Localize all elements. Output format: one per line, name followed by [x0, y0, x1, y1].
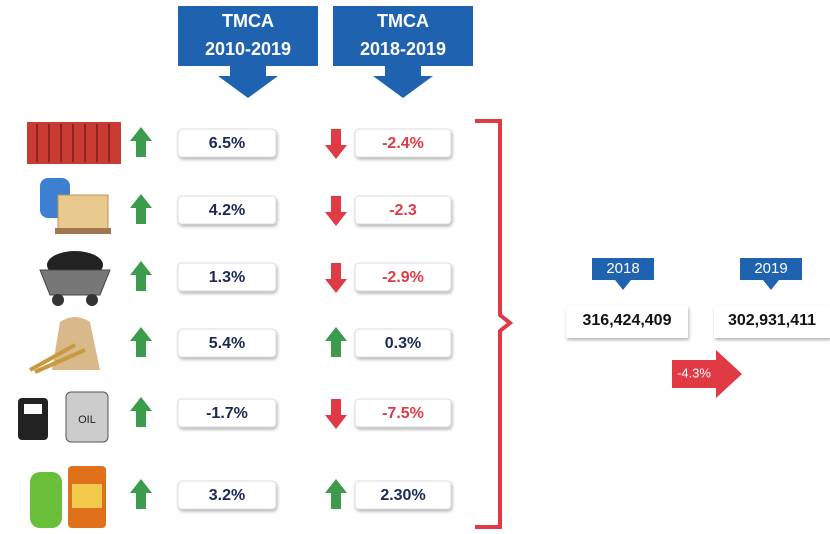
trend-arrow	[325, 196, 347, 226]
trend-arrow	[325, 263, 347, 293]
trend-arrow	[325, 129, 347, 159]
value-text: 2.30%	[380, 487, 425, 504]
trend-arrow	[130, 397, 152, 427]
container-icon	[27, 122, 121, 164]
total-text: 316,424,409	[583, 312, 672, 329]
year-text: 2018	[606, 260, 639, 277]
value-text: 0.3%	[385, 335, 421, 352]
value-text: -7.5%	[382, 405, 424, 422]
trend-arrow	[130, 479, 152, 509]
value-text: 5.4%	[209, 335, 245, 352]
value-text: -2.9%	[382, 269, 424, 286]
infographic: OIL TMCA 2010-2019 TMCA 2018-2019 6.5% -2.4% 4…	[0, 0, 830, 534]
trend-arrow	[130, 194, 152, 224]
value-text: -2.3	[389, 202, 417, 219]
value-text: 6.5%	[209, 135, 245, 152]
trend-arrow	[130, 327, 152, 357]
value-text: -2.4%	[382, 135, 424, 152]
oil-label: OIL	[78, 414, 96, 426]
trend-arrow	[130, 127, 152, 157]
goods-icon	[40, 178, 111, 234]
coal-cart-icon	[40, 251, 110, 306]
value-text: 1.3%	[209, 269, 245, 286]
total-text: 302,931,411	[728, 312, 816, 329]
trend-arrow	[130, 261, 152, 291]
header-text: TMCA	[222, 11, 274, 31]
bottles-icon	[30, 466, 106, 528]
trend-arrow	[325, 399, 347, 429]
trend-arrow	[325, 479, 347, 509]
fuel-icon: OIL	[18, 392, 108, 442]
header-text: TMCA	[377, 11, 429, 31]
grain-icon	[30, 317, 100, 372]
change-text: -4.3%	[677, 365, 711, 380]
bracket	[475, 121, 510, 527]
header-text: 2010-2019	[205, 39, 291, 59]
trend-arrow	[325, 327, 347, 357]
value-text: -1.7%	[206, 405, 248, 422]
header-text: 2018-2019	[360, 39, 446, 59]
year-text: 2019	[754, 260, 787, 277]
value-text: 3.2%	[209, 487, 245, 504]
value-text: 4.2%	[209, 202, 245, 219]
